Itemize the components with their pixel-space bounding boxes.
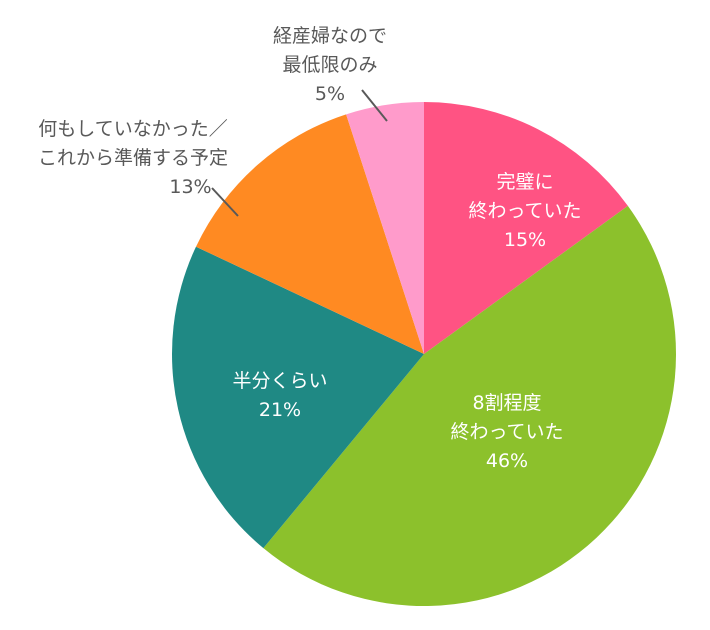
- slice-label-line2: 終わっていた: [450, 421, 564, 443]
- pie-slice-4: [346, 102, 424, 354]
- pie-slice-0: [424, 102, 628, 354]
- slice-label-pct: 21%: [258, 399, 302, 421]
- pie-slice-3: [195, 114, 424, 354]
- slice-label-hanbun: 半分くらい 21%: [232, 367, 327, 425]
- slice-label-keisanpu: 経産婦なので 最低限のみ 5%: [273, 22, 387, 109]
- slice-label-line1: 完璧に: [496, 171, 554, 193]
- slice-label-nanimo: 何もしていなかった／ これから準備する予定 13%: [38, 115, 228, 202]
- slice-label-line2: 最低限のみ: [282, 54, 378, 76]
- slice-label-8wari: 8割程度 終わっていた 46%: [450, 389, 563, 476]
- slice-label-pct: 5%: [314, 83, 346, 105]
- pie-slice-2: [172, 246, 424, 549]
- slice-label-line1: 何もしていなかった／: [38, 118, 228, 140]
- pie-slices: [172, 102, 676, 606]
- slice-label-pct: 15%: [503, 229, 547, 251]
- slice-label-line1: 経産婦なので: [272, 25, 388, 47]
- slice-label-pct: 46%: [485, 450, 529, 472]
- pie-slice-1: [263, 205, 676, 606]
- slice-label-line2: これから準備する予定: [37, 147, 229, 169]
- slice-label-line1: 8割程度: [472, 392, 542, 414]
- leader-line-13pct: [211, 187, 239, 217]
- slice-label-kanpeki: 完璧に 終わっていた 15%: [468, 168, 581, 255]
- slice-label-pct: 13%: [169, 176, 212, 198]
- leader-line-5pct: [361, 89, 388, 122]
- slice-label-line2: 終わっていた: [468, 200, 582, 222]
- slice-label-line1: 半分くらい: [232, 370, 328, 392]
